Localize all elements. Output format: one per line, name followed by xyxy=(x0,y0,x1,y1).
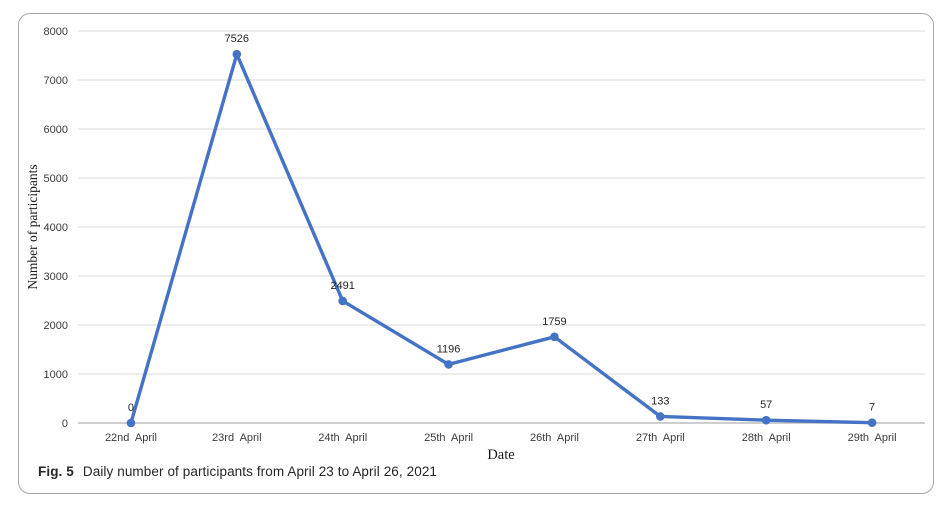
data-label: 1759 xyxy=(542,316,566,328)
y-tick-label: 2000 xyxy=(44,320,68,332)
data-point xyxy=(232,49,242,59)
figure-caption: Fig. 5 Daily number of participants from … xyxy=(38,464,437,479)
x-tick-labels: 22nd April 23rd April 24th April 25th April… xyxy=(105,432,897,444)
data-label: 2491 xyxy=(330,280,354,292)
x-tick-label: 26th April xyxy=(530,432,579,444)
x-tick-label: 27th April xyxy=(636,432,685,444)
data-label: 133 xyxy=(651,395,669,407)
x-tick-label: 29th April xyxy=(848,432,897,444)
data-label: 57 xyxy=(760,399,772,411)
data-points xyxy=(126,49,877,428)
series-polyline xyxy=(129,52,874,425)
caption-label: Fig. 5 xyxy=(38,464,74,479)
x-tick-label: 28th April xyxy=(742,432,791,444)
y-tick-label: 3000 xyxy=(44,271,68,283)
data-labels: 0 7526 2491 1196 1759 133 57 7 xyxy=(128,33,875,414)
x-tick-label: 24th April xyxy=(318,432,367,444)
series-line xyxy=(129,52,874,425)
data-point xyxy=(656,412,665,421)
y-tick-label: 8000 xyxy=(44,26,68,38)
data-point xyxy=(761,415,771,425)
x-axis-title: Date xyxy=(487,447,514,463)
x-tick-label: 22nd April xyxy=(105,432,157,444)
gridlines xyxy=(78,30,925,424)
data-label: 7 xyxy=(869,402,875,414)
data-point xyxy=(550,332,559,342)
caption-text: Daily number of participants from April … xyxy=(82,464,438,479)
y-tick-label: 6000 xyxy=(44,124,68,136)
y-tick-label: 1000 xyxy=(44,369,68,381)
data-point xyxy=(867,418,877,427)
y-axis-title: Number of participants xyxy=(25,164,40,289)
data-label: 0 xyxy=(128,402,134,414)
data-label: 1196 xyxy=(437,343,461,355)
y-tick-label: 4000 xyxy=(44,222,68,234)
y-tick-labels: 0 1000 2000 3000 4000 5000 6000 7000 8000 xyxy=(44,26,68,430)
x-tick-label: 23rd April xyxy=(212,432,262,444)
data-point xyxy=(126,418,136,428)
x-tick-label: 25th April xyxy=(424,432,473,444)
y-tick-label: 7000 xyxy=(44,75,68,87)
data-label: 7526 xyxy=(225,33,249,45)
data-point xyxy=(338,296,347,306)
data-point xyxy=(444,360,453,369)
y-tick-label: 5000 xyxy=(44,173,68,185)
figure-box xyxy=(18,13,934,494)
y-tick-label: 0 xyxy=(62,418,68,430)
